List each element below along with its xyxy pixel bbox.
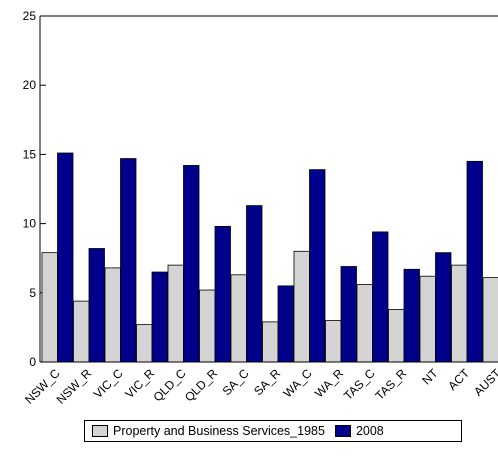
y-tick-label: 20 <box>23 78 37 92</box>
x-tick-label: NT <box>419 366 441 388</box>
x-tick-label: WA_R <box>312 366 346 400</box>
bar-2008-SA_C <box>246 205 263 363</box>
bar-2008-TAS_C <box>372 231 389 363</box>
legend-label-1985: Property and Business Services_1985 <box>113 424 325 438</box>
x-tick-label: NSW_R <box>54 366 95 407</box>
bar-2008-VIC_R <box>151 271 168 363</box>
bar-2008-SA_R <box>277 285 294 363</box>
x-tick-label: QLD_R <box>182 366 220 404</box>
bar-2008-WA_C <box>309 169 326 363</box>
legend-swatch-2008 <box>334 425 351 437</box>
bar-1985-TAS_C <box>356 284 373 363</box>
bar-2008-WA_R <box>340 266 357 363</box>
plot-frame <box>39 15 498 363</box>
bar-1985-QLD_R <box>199 289 216 363</box>
bar-1985-VIC_R <box>136 324 153 363</box>
x-tick-label: WA_C <box>281 366 315 400</box>
y-tick-label: 15 <box>23 147 37 161</box>
bar-1985-NT <box>419 275 436 363</box>
bar-1985-TAS_R <box>388 309 405 363</box>
x-tick-label: QLD_C <box>150 366 188 404</box>
x-tick-label: TAS_C <box>341 366 378 403</box>
legend-label-2008: 2008 <box>355 424 384 438</box>
bar-1985-WA_C <box>293 250 310 363</box>
legend: Property and Business Services_1985 2008 <box>84 420 462 442</box>
bar-1985-AUST <box>482 277 498 363</box>
bar-2008-QLD_C <box>183 165 200 363</box>
legend-item-1985: Property and Business Services_1985 <box>92 424 325 438</box>
bar-1985-QLD_C <box>167 264 184 363</box>
legend-item-2008: 2008 <box>334 424 384 438</box>
bar-1985-NSW_R <box>73 300 90 363</box>
x-tick-label: TAS_R <box>372 366 409 403</box>
bar-2008-NSW_R <box>88 248 105 363</box>
bar-1985-VIC_C <box>104 267 121 363</box>
bar-1985-SA_C <box>230 274 247 363</box>
bars <box>41 152 498 363</box>
x-tick-label: VIC_C <box>91 366 126 401</box>
x-tick-label: SA_R <box>251 366 283 398</box>
y-tick-label: 10 <box>23 217 37 231</box>
y-tick-label: 5 <box>29 286 36 300</box>
bar-2008-NT <box>435 252 452 363</box>
x-tick-label: SA_C <box>220 366 252 398</box>
bar-1985-NSW_C <box>41 252 58 363</box>
bar-2008-TAS_R <box>403 268 420 363</box>
bar-2008-VIC_C <box>120 158 137 363</box>
bar-1985-WA_R <box>325 320 342 363</box>
y-tick-label: 25 <box>23 9 37 23</box>
x-tick-label: AUST <box>471 366 498 399</box>
y-tick-label: 0 <box>29 355 36 369</box>
legend-swatch-1985 <box>92 425 108 437</box>
bar-2008-NSW_C <box>57 152 74 363</box>
x-tick-label: ACT <box>445 366 472 393</box>
bar-1985-SA_R <box>262 321 279 363</box>
bar-1985-ACT <box>451 264 468 363</box>
bar-2008-ACT <box>466 160 483 363</box>
bar-2008-QLD_R <box>214 225 231 363</box>
